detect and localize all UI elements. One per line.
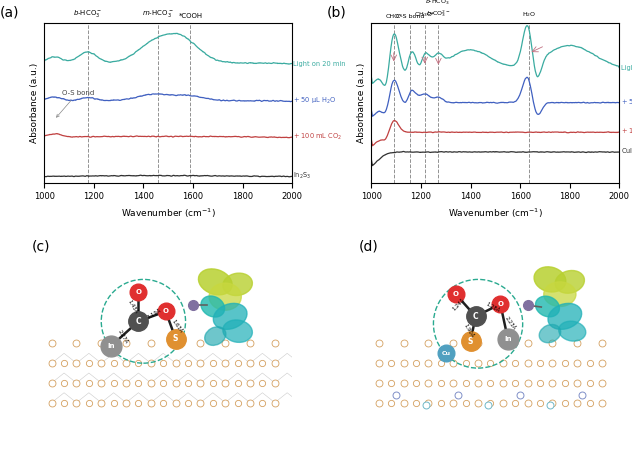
Text: O: O — [162, 308, 169, 314]
Ellipse shape — [534, 267, 566, 292]
Ellipse shape — [198, 269, 232, 295]
Text: *COOH: *COOH — [178, 14, 203, 19]
Text: + 100 mL CO$_2$: + 100 mL CO$_2$ — [621, 127, 632, 137]
Text: CH$_3$O*: CH$_3$O* — [414, 10, 435, 19]
Text: $b$-HCO$_3^-$: $b$-HCO$_3^-$ — [73, 9, 102, 19]
Text: O: O — [453, 291, 459, 297]
Text: Light on 20 min: Light on 20 min — [293, 60, 346, 67]
Text: + 50 μL H$_2$O: + 50 μL H$_2$O — [621, 97, 632, 108]
Ellipse shape — [559, 321, 586, 341]
Text: + 50 μL H$_2$O: + 50 μL H$_2$O — [293, 96, 337, 106]
Y-axis label: Absorbance (a.u.): Absorbance (a.u.) — [30, 63, 39, 143]
Text: O: O — [135, 289, 142, 295]
Text: 1.90Å: 1.90Å — [462, 323, 474, 339]
Text: CHO*: CHO* — [385, 14, 403, 19]
Ellipse shape — [214, 304, 247, 329]
Text: C: C — [473, 312, 478, 321]
Text: S: S — [173, 334, 178, 343]
Y-axis label: Absorbance (a.u.): Absorbance (a.u.) — [357, 63, 366, 143]
Text: Cu: Cu — [441, 351, 451, 356]
Text: $b$-HCO$_3^-$
$b$-CO$_3^{2-}$: $b$-HCO$_3^-$ $b$-CO$_3^{2-}$ — [425, 0, 452, 19]
Text: $m$-HCO$_3^-$: $m$-HCO$_3^-$ — [142, 9, 174, 19]
Text: (b): (b) — [327, 5, 346, 19]
Text: 2.27Å: 2.27Å — [116, 329, 128, 345]
Ellipse shape — [223, 273, 252, 295]
Text: C: C — [136, 317, 142, 326]
Text: Light on 20 min: Light on 20 min — [621, 65, 632, 71]
Ellipse shape — [205, 327, 226, 345]
Ellipse shape — [539, 325, 561, 343]
Text: (a): (a) — [0, 5, 19, 19]
Text: 1.24Å: 1.24Å — [451, 297, 466, 311]
Text: 1.19Å: 1.19Å — [147, 308, 162, 319]
Text: In$_2$S$_3$: In$_2$S$_3$ — [293, 171, 312, 181]
Text: In: In — [504, 336, 511, 341]
Ellipse shape — [209, 283, 241, 310]
Text: (d): (d) — [359, 239, 379, 253]
Text: 2.23Å: 2.23Å — [504, 316, 517, 331]
Ellipse shape — [544, 282, 576, 307]
Text: 1.43Å: 1.43Å — [126, 299, 138, 314]
Text: In: In — [107, 343, 115, 349]
Text: (c): (c) — [32, 239, 51, 253]
X-axis label: Wavenumber (cm$^{-1}$): Wavenumber (cm$^{-1}$) — [121, 207, 216, 221]
Text: H$_2$O: H$_2$O — [522, 10, 536, 19]
Text: O: O — [497, 301, 503, 307]
Ellipse shape — [548, 304, 581, 329]
Ellipse shape — [223, 320, 252, 342]
Text: 1.28Å: 1.28Å — [485, 302, 501, 314]
X-axis label: Wavenumber (cm$^{-1}$): Wavenumber (cm$^{-1}$) — [448, 207, 543, 221]
Ellipse shape — [201, 296, 224, 317]
Text: 1.63Å: 1.63Å — [171, 318, 183, 334]
Ellipse shape — [535, 296, 559, 317]
Ellipse shape — [555, 271, 585, 293]
Text: S: S — [468, 336, 473, 345]
Text: O-S bond: O-S bond — [56, 90, 94, 117]
Text: CuInSnS$_2$: CuInSnS$_2$ — [621, 147, 632, 157]
Text: + 100 mL CO$_2$: + 100 mL CO$_2$ — [293, 132, 343, 142]
Text: C-S bond: C-S bond — [396, 14, 424, 19]
